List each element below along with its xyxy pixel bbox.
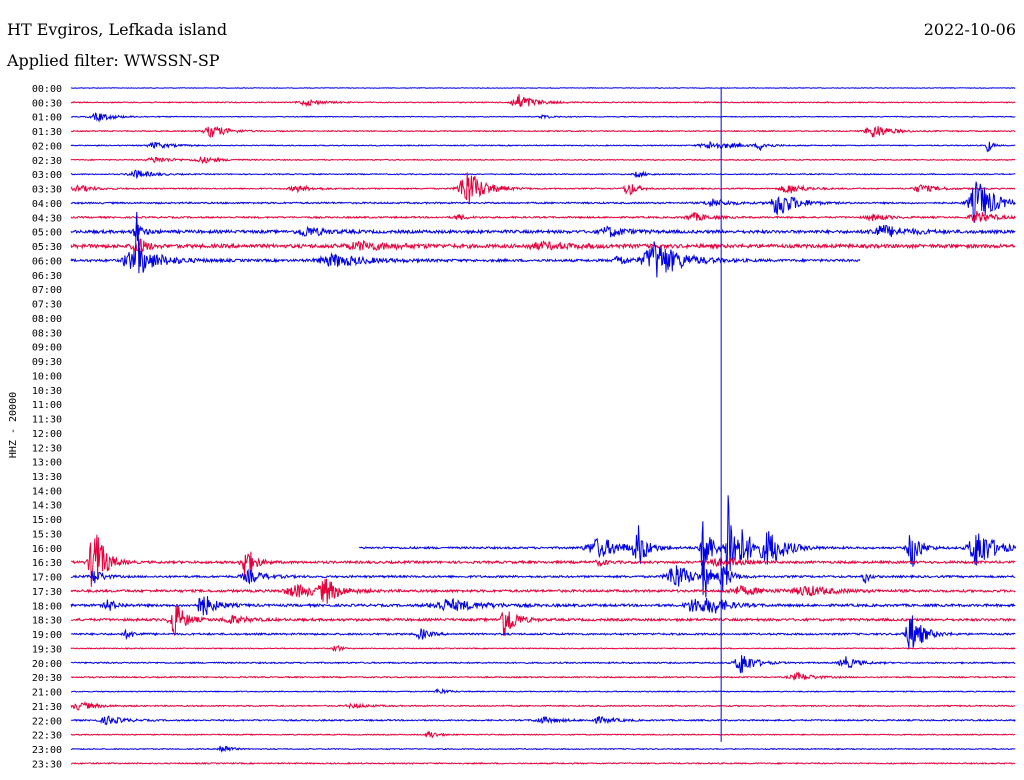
row-time-label: 09:00 xyxy=(32,343,62,354)
row-time-label: 06:00 xyxy=(32,256,62,267)
row-time-label: 21:00 xyxy=(32,688,62,699)
channel-label: HHZ - 20000 xyxy=(8,392,19,458)
row-time-label: 12:00 xyxy=(32,429,62,440)
trace-row-5 xyxy=(70,156,1016,165)
trace-row-10 xyxy=(70,224,1016,238)
row-time-label: 00:30 xyxy=(32,98,62,109)
trace-lines xyxy=(70,87,1017,765)
row-time-label: 23:00 xyxy=(32,745,62,756)
row-time-label: 18:00 xyxy=(32,601,62,612)
row-time-label: 00:00 xyxy=(32,84,62,95)
row-time-label: 09:30 xyxy=(32,357,62,368)
trace-row-46 xyxy=(70,745,1016,754)
row-time-label: 12:30 xyxy=(32,443,62,454)
row-time-label: 16:00 xyxy=(32,544,62,555)
row-time-label: 23:30 xyxy=(32,759,62,770)
row-time-label: 01:00 xyxy=(32,113,62,124)
row-time-label: 03:00 xyxy=(32,170,62,181)
row-time-label: 04:00 xyxy=(32,199,62,210)
row-time-label: 13:00 xyxy=(32,458,62,469)
trace-row-4 xyxy=(70,140,1016,153)
row-time-label: 04:30 xyxy=(32,213,62,224)
trace-row-44 xyxy=(70,715,1016,726)
row-time-label: 22:00 xyxy=(32,716,62,727)
trace-row-33 xyxy=(70,534,1016,587)
trace-row-11 xyxy=(70,238,1016,256)
trace-row-42 xyxy=(71,687,1016,695)
row-time-label: 20:30 xyxy=(32,673,62,684)
trace-row-6 xyxy=(70,169,1016,180)
row-time-label: 10:00 xyxy=(32,371,62,382)
row-time-label: 22:30 xyxy=(32,731,62,742)
row-time-label: 20:00 xyxy=(32,659,62,670)
row-time-label: 15:30 xyxy=(32,529,62,540)
row-time-label: 11:30 xyxy=(32,415,62,426)
trace-row-37 xyxy=(70,603,1016,637)
trace-row-32 xyxy=(358,495,1017,585)
row-time-label: 19:00 xyxy=(32,630,62,641)
trace-row-34 xyxy=(70,546,1016,598)
row-time-label: 16:30 xyxy=(32,558,62,569)
row-time-label: 15:00 xyxy=(32,515,62,526)
row-time-label: 02:30 xyxy=(32,156,62,167)
row-time-label: 17:00 xyxy=(32,573,62,584)
trace-row-9 xyxy=(70,210,1016,223)
trace-row-43 xyxy=(70,700,1016,711)
trace-row-0 xyxy=(70,87,1016,89)
row-time-label: 01:30 xyxy=(32,127,62,138)
row-time-label: 08:00 xyxy=(32,314,62,325)
row-labels: 00:00 00:30 01:00 01:30 02:00 02:30 03:00 03:30… xyxy=(32,84,62,770)
trace-row-41 xyxy=(70,671,1016,681)
trace-row-8 xyxy=(70,181,1016,223)
trace-row-39 xyxy=(70,645,1016,653)
row-time-label: 14:30 xyxy=(32,501,62,512)
trace-row-3 xyxy=(70,126,1016,139)
row-time-label: 17:30 xyxy=(32,587,62,598)
trace-row-2 xyxy=(70,112,1016,123)
row-time-label: 19:30 xyxy=(32,644,62,655)
trace-row-1 xyxy=(70,94,1016,108)
trace-row-7 xyxy=(70,172,1016,204)
row-time-label: 02:00 xyxy=(32,141,62,152)
row-time-label: 07:00 xyxy=(32,285,62,296)
station-title: HT Evgiros, Lefkada island xyxy=(7,20,228,39)
row-time-label: 07:30 xyxy=(32,300,62,311)
row-time-label: 05:00 xyxy=(32,228,62,239)
row-time-label: 11:00 xyxy=(32,400,62,411)
row-time-label: 10:30 xyxy=(32,386,62,397)
row-time-label: 14:00 xyxy=(32,486,62,497)
row-time-label: 03:30 xyxy=(32,185,62,196)
row-time-label: 18:30 xyxy=(32,616,62,627)
trace-row-45 xyxy=(70,729,1016,739)
row-time-label: 13:30 xyxy=(32,472,62,483)
filter-label: Applied filter: WWSSN-SP xyxy=(7,51,220,70)
trace-row-36 xyxy=(70,596,1016,616)
date-label: 2022-10-06 xyxy=(923,20,1016,39)
row-time-label: 21:30 xyxy=(32,702,62,713)
row-time-label: 05:30 xyxy=(32,242,62,253)
trace-row-40 xyxy=(70,655,1016,674)
trace-row-12 xyxy=(70,211,861,278)
trace-row-47 xyxy=(70,761,1016,765)
trace-row-35 xyxy=(70,578,1016,604)
row-time-label: 08:30 xyxy=(32,328,62,339)
trace-row-38 xyxy=(70,615,1016,649)
row-time-label: 06:30 xyxy=(32,271,62,282)
